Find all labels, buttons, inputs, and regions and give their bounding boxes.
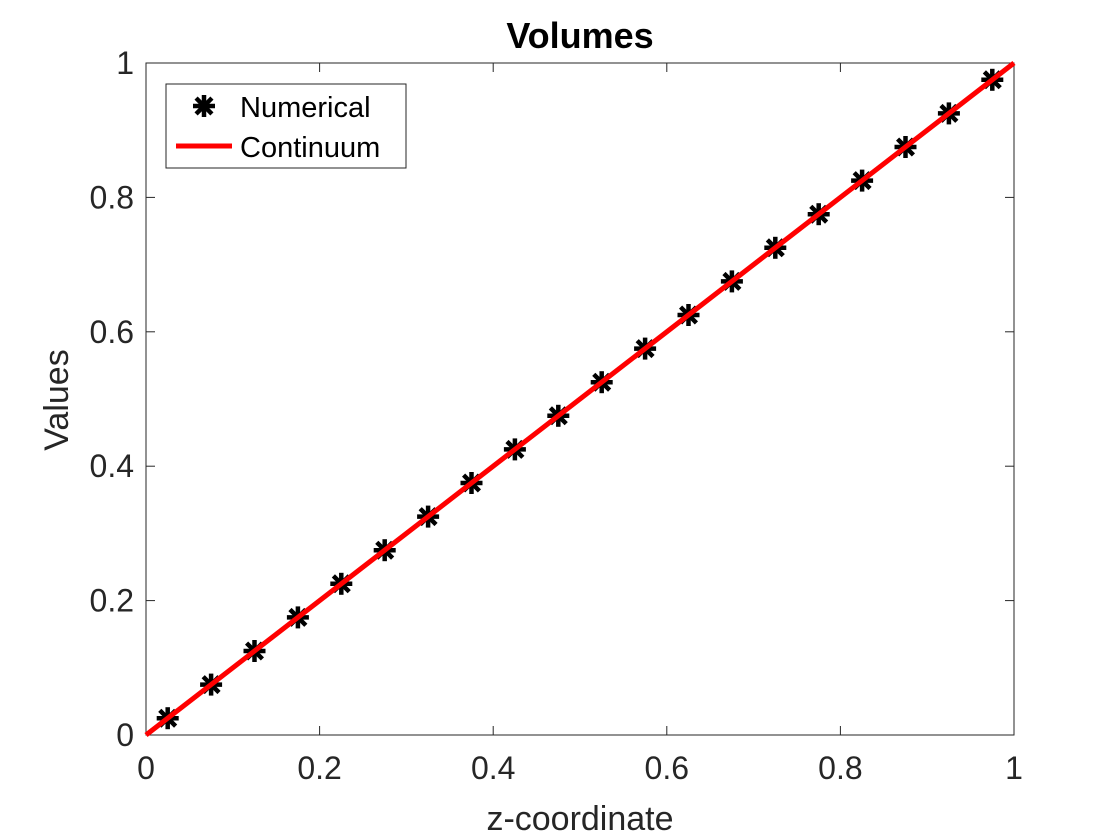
legend-label-numerical: Numerical [240, 92, 371, 124]
y-tick-label: 0.2 [90, 583, 134, 619]
y-tick-label: 0.4 [90, 448, 134, 484]
legend: Numerical Continuum [165, 83, 407, 169]
legend-label-continuum: Continuum [240, 132, 380, 164]
y-tick-label: 1 [116, 45, 134, 81]
x-tick-label: 1 [1005, 750, 1023, 786]
x-axis-label: z-coordinate [486, 800, 673, 838]
x-tick-label: 0.8 [818, 750, 862, 786]
legend-marker-numerical [193, 95, 215, 117]
plot-area: 0 0.2 0.4 0.6 0.8 1 0 0.2 0.4 0.6 0.8 1 [90, 45, 1023, 786]
x-tick-label: 0.2 [297, 750, 341, 786]
series-line-continuum [144, 61, 1016, 737]
x-tick-label: 0.6 [645, 750, 689, 786]
y-axis-label: Values [38, 349, 76, 450]
chart-title: Volumes [506, 15, 653, 56]
x-tick-label: 0.4 [471, 750, 515, 786]
y-tick-label: 0 [116, 717, 134, 753]
x-tick-label: 0 [137, 750, 155, 786]
y-tick-label: 0.6 [90, 314, 134, 350]
y-tick-label: 0.8 [90, 179, 134, 215]
legend-asterisk-icon [193, 95, 215, 117]
